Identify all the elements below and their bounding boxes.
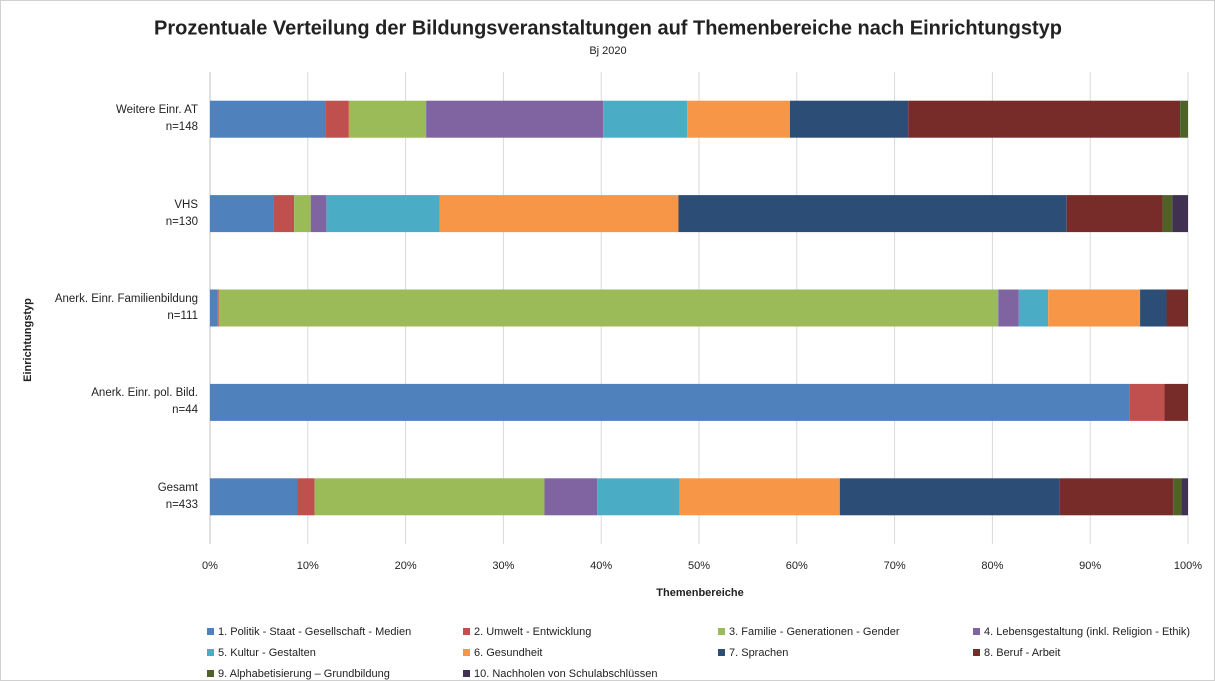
- y-tick-label: Anerk. Einr. Familienbildung n=111: [54, 293, 198, 322]
- bar-segment: [1129, 383, 1165, 421]
- bar-segment: [597, 478, 680, 516]
- bar-segment: [998, 289, 1019, 327]
- x-tick-label: 90%: [1079, 560, 1101, 572]
- y-tick-label: VHS n=130: [165, 198, 198, 228]
- bar-segment: [348, 100, 427, 138]
- x-tick-label: 30%: [492, 560, 514, 572]
- bar-segment: [325, 100, 349, 138]
- legend-label: 4. Lebensgestaltung (inkl. Religion - Et…: [984, 626, 1190, 638]
- bar-segment: [1140, 289, 1167, 327]
- legend-swatch: [463, 649, 470, 656]
- bar-segment: [908, 100, 1181, 138]
- bar-segment: [679, 478, 840, 516]
- bar-segment: [544, 478, 598, 516]
- x-tick-label: 10%: [297, 560, 319, 572]
- legend-label: 6. Gesundheit: [474, 647, 543, 659]
- x-tick-label: 20%: [395, 560, 417, 572]
- y-axis-title: Einrichtungstyp: [22, 298, 34, 382]
- x-tick-label: 100%: [1174, 560, 1202, 572]
- bar-segment: [1059, 478, 1174, 516]
- bar-segment: [1173, 478, 1182, 516]
- chart-subtitle: Bj 2020: [589, 45, 626, 57]
- y-tick-label: Weitere Einr. AT n=148: [115, 104, 198, 134]
- bar-segment: [1164, 383, 1188, 421]
- bar-segment: [210, 383, 1130, 421]
- bar-segment: [314, 478, 545, 516]
- bar-segment: [326, 195, 440, 233]
- bar-segment: [789, 100, 909, 138]
- bar-segment: [687, 100, 790, 138]
- legend-label: 3. Familie - Generationen - Gender: [729, 626, 900, 638]
- legend-label: 7. Sprachen: [729, 647, 788, 659]
- bar-segment: [310, 195, 327, 233]
- bar-segment: [1187, 289, 1188, 327]
- legend-swatch: [973, 628, 980, 635]
- x-tick-label: 0%: [202, 560, 218, 572]
- bar-segment: [217, 289, 219, 327]
- x-tick-label: 50%: [688, 560, 710, 572]
- bar-segment: [210, 289, 218, 327]
- legend-swatch: [207, 649, 214, 656]
- bar-segment: [1066, 195, 1163, 233]
- bar-segment: [1162, 195, 1173, 233]
- bar-segment: [210, 100, 326, 138]
- bar-segment: [1166, 289, 1188, 327]
- y-tick-label: Anerk. Einr. pol. Bild. n=44: [91, 387, 198, 417]
- legend-label: 9. Alphabetisierung – Grundbildung: [218, 668, 390, 680]
- bar-segment: [218, 289, 999, 327]
- bar-segment: [297, 478, 315, 516]
- bar-segment: [210, 478, 298, 516]
- legend-swatch: [463, 670, 470, 677]
- bar-segment: [294, 195, 311, 233]
- legend-swatch: [207, 670, 214, 677]
- bar-segment: [839, 478, 1060, 516]
- bar-segment: [426, 100, 604, 138]
- legend-label: 8. Beruf - Arbeit: [984, 647, 1060, 659]
- legend-label: 10. Nachholen von Schulabschlüssen: [474, 668, 657, 680]
- bar-segment: [1180, 100, 1188, 138]
- x-axis-title: Themenbereiche: [656, 587, 743, 599]
- x-tick-label: 60%: [786, 560, 808, 572]
- bar-segment: [210, 195, 274, 233]
- x-tick-label: 80%: [981, 560, 1003, 572]
- bar-segment: [1018, 289, 1049, 327]
- x-tick-label: 70%: [884, 560, 906, 572]
- legend-label: 5. Kultur - Gestalten: [218, 647, 316, 659]
- bar-segment: [439, 195, 679, 233]
- legend-swatch: [973, 649, 980, 656]
- x-tick-label: 40%: [590, 560, 612, 572]
- bar-segment: [603, 100, 688, 138]
- legend-swatch: [207, 628, 214, 635]
- bar-segment: [1181, 478, 1188, 516]
- legend-swatch: [718, 649, 725, 656]
- legend-swatch: [718, 628, 725, 635]
- bar-segment: [1048, 289, 1141, 327]
- bar-segment: [1172, 195, 1188, 233]
- bar-segment: [273, 195, 295, 233]
- legend-swatch: [463, 628, 470, 635]
- y-tick-label: Gesamt n=433: [157, 481, 198, 511]
- bar-segment: [678, 195, 1067, 233]
- chart-title: Prozentuale Verteilung der Bildungsveran…: [154, 17, 1062, 39]
- legend-label: 1. Politik - Staat - Gesellschaft - Medi…: [218, 626, 411, 638]
- legend-label: 2. Umwelt - Entwicklung: [474, 626, 591, 638]
